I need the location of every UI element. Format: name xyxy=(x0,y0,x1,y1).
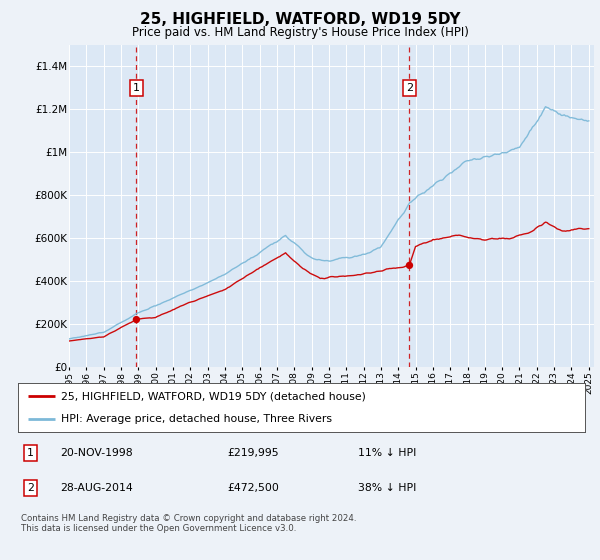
Text: 28-AUG-2014: 28-AUG-2014 xyxy=(61,483,133,493)
Text: 2: 2 xyxy=(27,483,34,493)
Text: Contains HM Land Registry data © Crown copyright and database right 2024.
This d: Contains HM Land Registry data © Crown c… xyxy=(21,514,356,534)
Text: Price paid vs. HM Land Registry's House Price Index (HPI): Price paid vs. HM Land Registry's House … xyxy=(131,26,469,39)
Text: 20-NOV-1998: 20-NOV-1998 xyxy=(61,448,133,458)
Text: 1: 1 xyxy=(133,83,140,93)
Text: 25, HIGHFIELD, WATFORD, WD19 5DY (detached house): 25, HIGHFIELD, WATFORD, WD19 5DY (detach… xyxy=(61,391,365,402)
Point xyxy=(404,261,414,270)
Text: 11% ↓ HPI: 11% ↓ HPI xyxy=(358,448,416,458)
Text: 25, HIGHFIELD, WATFORD, WD19 5DY: 25, HIGHFIELD, WATFORD, WD19 5DY xyxy=(140,12,460,27)
Text: £219,995: £219,995 xyxy=(228,448,280,458)
Text: HPI: Average price, detached house, Three Rivers: HPI: Average price, detached house, Thre… xyxy=(61,414,332,424)
Text: 1: 1 xyxy=(27,448,34,458)
Text: 38% ↓ HPI: 38% ↓ HPI xyxy=(358,483,416,493)
Text: 2: 2 xyxy=(406,83,413,93)
Text: £472,500: £472,500 xyxy=(228,483,280,493)
Point xyxy=(131,315,141,324)
